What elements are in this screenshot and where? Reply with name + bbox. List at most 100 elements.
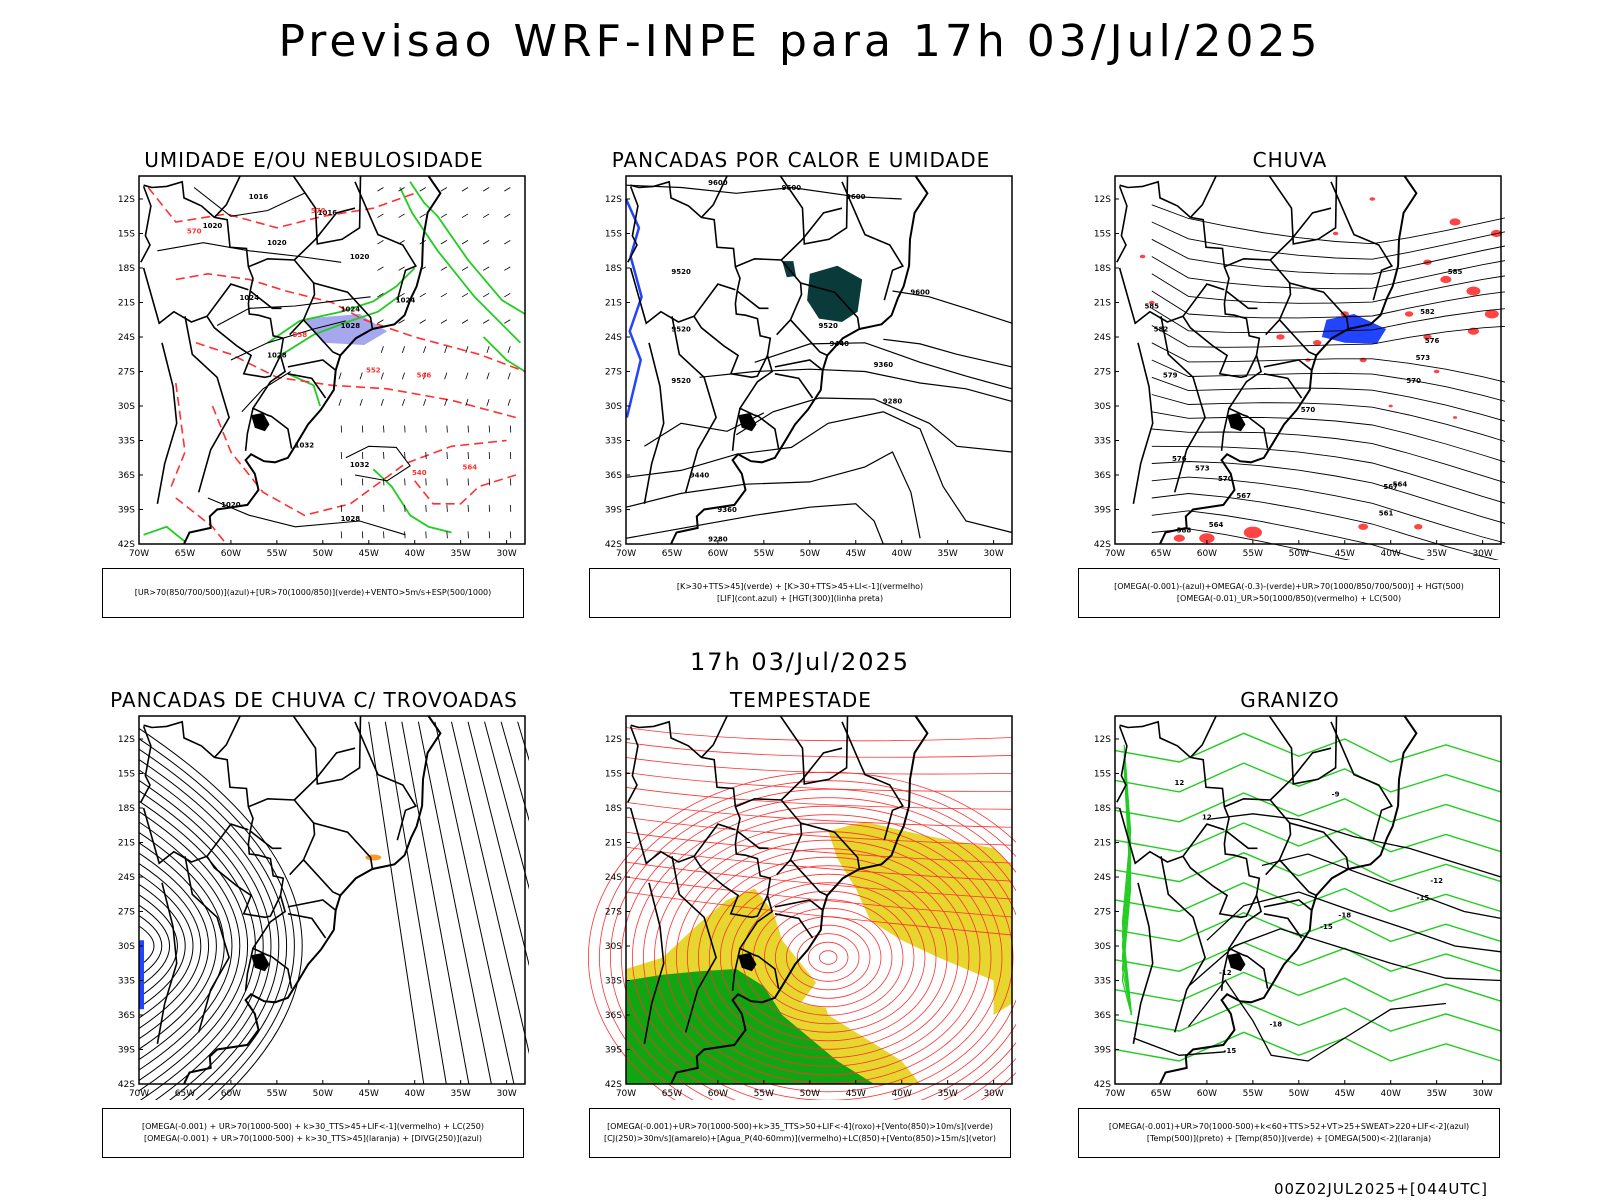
lon-tick-label: 70W [616,549,636,559]
streamline [138,842,217,1050]
lat-tick-label: 36S [118,1011,135,1021]
streamline-850 [796,933,860,982]
height-contour-300 [754,342,1013,390]
contour-value-label: 1020 [350,253,370,261]
wind-vector [440,213,448,218]
height-contour-300 [892,290,1013,324]
political-border [293,207,356,261]
political-border [1225,830,1258,850]
height-contour-300 [625,411,1013,534]
lon-tick-label: 55W [754,1089,774,1099]
lon-tick-label: 30W [1472,1089,1492,1099]
streamline [138,873,194,1019]
legend-line-2: [OMEGA(-0.01)_UR>50(1000/850)(vermelho) … [1176,594,1402,603]
panel-pancadas-calor: PANCADAS POR CALOR E UMIDADE 12S 15S 18S 21… [586,148,1016,623]
streamline [1151,493,1500,560]
wind-vector [504,187,511,192]
streamline-850 [719,873,937,1042]
streamline-850 [625,816,1013,846]
streamline-850 [621,797,1016,1100]
contour-value-label: 1020 [221,501,241,509]
contour-value-label: -12 [1219,969,1232,977]
wind-vector [423,398,427,406]
political-border [883,264,904,301]
lon-tick-label: 60W [708,549,728,559]
streamline [138,759,280,1100]
political-border [302,859,341,897]
political-border [774,899,824,911]
lagoon [1227,952,1246,972]
streamline [1151,342,1505,383]
streamline-850 [625,846,1013,882]
main-title: Previsao WRF-INPE para 17h 03/Jul/2025 [278,16,1322,67]
panel-title: CHUVA [1252,148,1328,172]
wind-vector [504,292,511,298]
thickness-contour [414,474,517,505]
lat-tick-label: 21S [118,299,135,309]
streamline [138,883,186,1009]
political-border [643,882,665,1044]
lon-tick-label: 55W [1243,549,1263,559]
wind-vector [377,292,384,298]
height-contour-300 [699,368,1013,402]
rain-area [1332,231,1339,236]
contour-value-label: 570 [187,228,202,236]
wind-vector [398,187,405,192]
streamline-850 [653,822,1003,1093]
lon-tick-label: 40W [1381,1089,1401,1099]
wind-vector [507,346,511,353]
contour-value-label: 588 [1177,527,1192,535]
rh-lowlevel-contour [143,525,186,543]
lon-tick-label: 45W [359,549,379,559]
panel-title: GRANIZO [1240,688,1340,712]
wind-vector [461,213,469,218]
wind-vector [504,266,511,271]
political-border [292,175,362,245]
political-border [313,282,374,330]
streamline-850 [625,876,1013,918]
streamline-850 [610,788,1016,1100]
contour-label-layer: 1016 1016 1020 1020 1020 1024 1024 1024 1028 1028… [187,193,477,523]
lon-tick-label: 40W [892,1089,912,1099]
political-border [789,859,828,897]
map-umidade: 12S 15S 18S 21S 24S 27S 30S 33S 36S 39S 42S 70W 65W 6… [99,174,529,560]
lat-tick-label: 36S [1094,471,1111,481]
panel-granizo: GRANIZO 12S 15S 18S 21S 24S 27S 30S 33S 36S 39S 42… [1075,688,1505,1163]
political-border [1119,180,1269,449]
contour-value-label: 564 [1393,481,1408,489]
legend-line-2: [CJ(250)>30m/s](amarelo)+[Agua_P(40-60mm… [604,1134,996,1143]
political-border [396,804,417,841]
streamline-850 [625,757,1013,775]
wind-vector [440,240,448,245]
political-border [156,882,178,1044]
lat-tick-label: 18S [605,804,622,814]
rain-area [1388,404,1393,408]
streamline [138,738,295,1100]
rain-area [1484,309,1499,319]
wind-vector [359,372,363,380]
political-border [841,181,904,267]
wind-vector [401,372,405,380]
political-border [1220,948,1230,991]
wind-vector [398,266,405,271]
wind-vector [419,187,426,192]
field-layer [1139,197,1505,560]
rain-area [1423,334,1432,340]
contour-value-label: 1028 [341,515,361,523]
political-border [731,408,741,451]
rain-area [1148,300,1155,305]
streamline-850 [599,780,1016,1100]
middle-title: 17h 03/Jul/2025 [689,648,911,676]
contour-value-label: 1024 [396,297,416,305]
contour-value-label: 9600 [782,184,802,192]
contour-value-label: 9280 [708,536,728,544]
lat-tick-label: 12S [118,195,135,205]
pressure-isobar [157,242,342,263]
lon-tick-label: 35W [1426,549,1446,559]
political-border [293,747,356,801]
wind-vector [401,398,405,406]
lat-tick-label: 27S [605,908,622,918]
political-border [671,856,717,1033]
political-border [142,267,208,325]
political-border [1189,175,1217,218]
